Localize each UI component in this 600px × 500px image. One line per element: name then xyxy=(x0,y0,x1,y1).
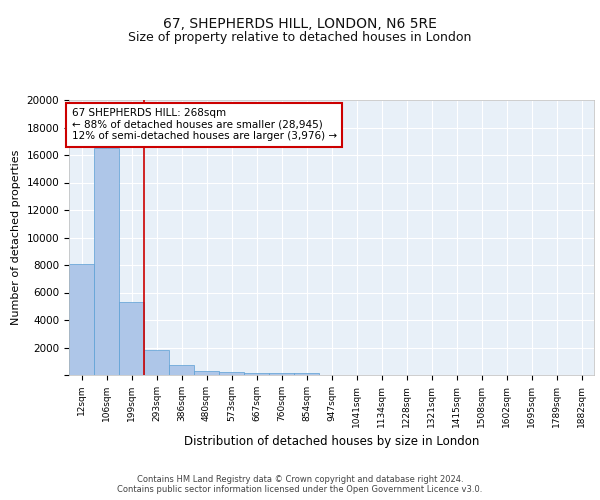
Text: 67, SHEPHERDS HILL, LONDON, N6 5RE: 67, SHEPHERDS HILL, LONDON, N6 5RE xyxy=(163,18,437,32)
Text: Size of property relative to detached houses in London: Size of property relative to detached ho… xyxy=(128,31,472,44)
Bar xyxy=(69,264,94,375)
Bar xyxy=(94,148,119,375)
Bar xyxy=(219,372,244,375)
Text: 67 SHEPHERDS HILL: 268sqm
← 88% of detached houses are smaller (28,945)
12% of s: 67 SHEPHERDS HILL: 268sqm ← 88% of detac… xyxy=(71,108,337,142)
X-axis label: Distribution of detached houses by size in London: Distribution of detached houses by size … xyxy=(184,435,479,448)
Bar xyxy=(244,372,269,375)
Bar xyxy=(269,373,294,375)
Bar xyxy=(119,302,144,375)
Y-axis label: Number of detached properties: Number of detached properties xyxy=(11,150,21,325)
Bar xyxy=(294,373,319,375)
Bar xyxy=(169,366,194,375)
Text: Contains HM Land Registry data © Crown copyright and database right 2024.
Contai: Contains HM Land Registry data © Crown c… xyxy=(118,474,482,494)
Bar xyxy=(194,371,219,375)
Bar xyxy=(144,350,169,375)
